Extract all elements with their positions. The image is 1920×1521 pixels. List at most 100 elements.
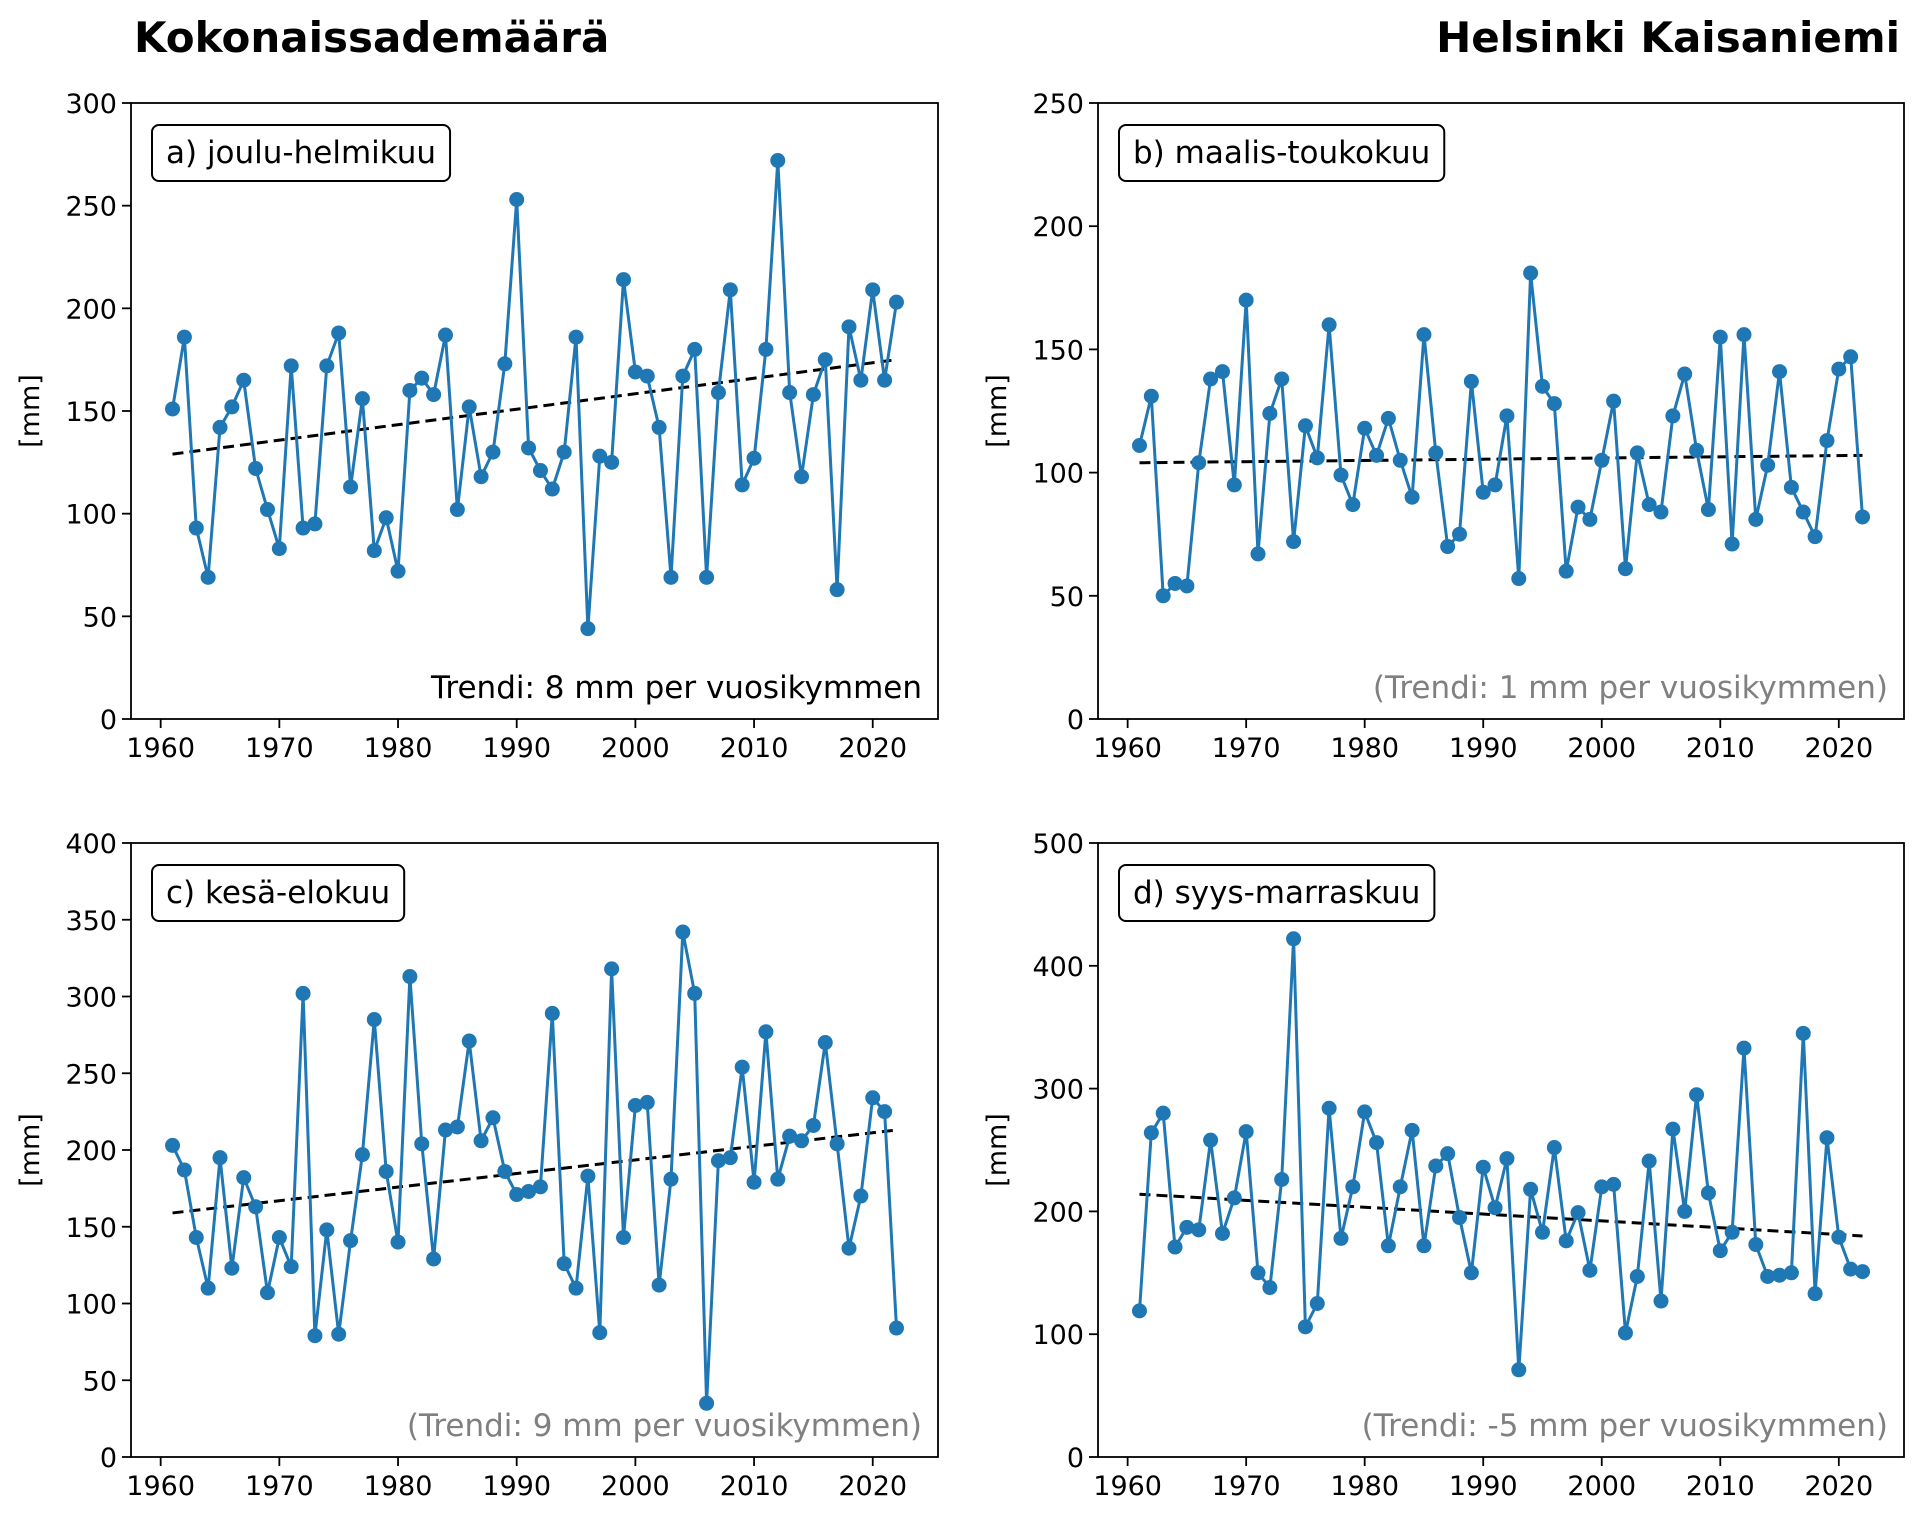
x-tick-label: 1960 xyxy=(1093,733,1162,764)
y-tick-label: 300 xyxy=(65,89,117,120)
panel-label-box xyxy=(151,124,452,182)
data-point-2018 xyxy=(1807,1286,1823,1302)
data-point-2022 xyxy=(1855,509,1871,525)
y-tick-label: 50 xyxy=(83,602,117,633)
data-point-2015 xyxy=(805,387,821,403)
data-point-1975 xyxy=(1297,418,1313,434)
data-point-2015 xyxy=(805,1117,821,1133)
data-point-2014 xyxy=(1760,457,1776,473)
data-point-1972 xyxy=(1262,405,1278,421)
data-point-1980 xyxy=(1357,1104,1373,1120)
data-point-1962 xyxy=(176,1162,192,1178)
data-point-1976 xyxy=(343,1233,359,1249)
data-point-1986 xyxy=(461,399,477,415)
x-tick-label: 2010 xyxy=(720,733,789,764)
data-point-2011 xyxy=(758,341,774,357)
data-point-1961 xyxy=(165,1137,181,1153)
data-point-2003 xyxy=(1629,445,1645,461)
axes-frame xyxy=(1097,102,1905,720)
data-point-2022 xyxy=(888,294,904,310)
data-point-1971 xyxy=(283,358,299,374)
data-point-1979 xyxy=(1345,497,1361,513)
y-tick-label: 100 xyxy=(1032,459,1084,490)
data-point-2013 xyxy=(782,385,798,401)
y-tick-label: 0 xyxy=(100,705,117,736)
data-point-1985 xyxy=(1416,1238,1432,1254)
data-point-2008 xyxy=(722,282,738,298)
x-tick-label: 2020 xyxy=(838,733,907,764)
data-point-1968 xyxy=(248,1199,264,1215)
data-point-2022 xyxy=(888,1320,904,1336)
data-point-2021 xyxy=(1843,1261,1859,1277)
data-point-1970 xyxy=(1238,1124,1254,1140)
data-point-2008 xyxy=(1689,442,1705,458)
data-point-1966 xyxy=(224,399,240,415)
data-point-1969 xyxy=(1226,1190,1242,1206)
data-point-2005 xyxy=(687,985,703,1001)
x-tick-label: 1960 xyxy=(1093,1471,1162,1502)
data-point-1982 xyxy=(1380,1238,1396,1254)
x-tick-label: 2020 xyxy=(1804,1471,1873,1502)
data-point-1978 xyxy=(1333,1230,1349,1246)
data-point-1965 xyxy=(212,1150,228,1166)
x-tick-label: 2010 xyxy=(1686,733,1755,764)
data-point-1967 xyxy=(1203,371,1219,387)
data-point-2002 xyxy=(1617,561,1633,577)
data-point-2007 xyxy=(1677,1203,1693,1219)
data-point-1988 xyxy=(485,1110,501,1126)
data-point-2017 xyxy=(1795,504,1811,520)
series-line xyxy=(171,160,898,629)
y-tick-label: 50 xyxy=(83,1366,117,1397)
data-point-1999 xyxy=(1582,1262,1598,1278)
data-point-1961 xyxy=(1131,1303,1147,1319)
x-tick-label: 1990 xyxy=(1449,733,1518,764)
data-point-1995 xyxy=(568,1280,584,1296)
data-point-2007 xyxy=(710,1153,726,1169)
axes-frame xyxy=(1097,842,1905,1458)
data-point-1985 xyxy=(1416,327,1432,343)
data-point-1984 xyxy=(437,327,453,343)
data-point-1994 xyxy=(556,444,572,460)
data-point-1979 xyxy=(1345,1179,1361,1195)
data-point-1987 xyxy=(473,1133,489,1149)
y-axis-label: [mm] xyxy=(15,1113,46,1187)
y-tick-label: 100 xyxy=(1032,1320,1084,1351)
data-point-1996 xyxy=(1546,396,1562,412)
data-point-1994 xyxy=(556,1256,572,1272)
data-point-1982 xyxy=(1380,410,1396,426)
data-point-1980 xyxy=(1357,420,1373,436)
trend-annotation: (Trendi: 9 mm per vuosikymmen) xyxy=(407,1408,922,1444)
data-point-1974 xyxy=(1286,534,1302,550)
data-point-1970 xyxy=(271,541,287,557)
data-point-1996 xyxy=(580,1168,596,1184)
data-point-1992 xyxy=(532,1179,548,1195)
data-point-2003 xyxy=(663,569,679,585)
data-point-1970 xyxy=(1238,292,1254,308)
data-point-1971 xyxy=(283,1259,299,1275)
y-axis-label: [mm] xyxy=(15,374,46,448)
y-tick-label: 200 xyxy=(65,294,117,325)
data-point-2000 xyxy=(1594,452,1610,468)
data-point-1983 xyxy=(1392,452,1408,468)
data-point-2013 xyxy=(1748,1237,1764,1253)
trend-line xyxy=(1139,1192,1863,1238)
data-point-1987 xyxy=(1440,539,1456,555)
data-point-2006 xyxy=(699,569,715,585)
data-point-1997 xyxy=(592,1325,608,1341)
data-point-1982 xyxy=(414,1136,430,1152)
data-point-1977 xyxy=(1321,1100,1337,1116)
data-point-1995 xyxy=(568,329,584,345)
data-point-2008 xyxy=(722,1150,738,1166)
data-point-2014 xyxy=(794,469,810,485)
data-point-1970 xyxy=(271,1229,287,1245)
data-point-2021 xyxy=(877,372,893,388)
x-tick-label: 2020 xyxy=(1804,733,1873,764)
data-point-1972 xyxy=(1262,1280,1278,1296)
data-point-1975 xyxy=(331,1326,347,1342)
data-point-1978 xyxy=(366,1012,382,1028)
data-point-1979 xyxy=(378,1163,394,1179)
data-point-2015 xyxy=(1772,1267,1788,1283)
data-point-2002 xyxy=(651,419,667,435)
data-point-1965 xyxy=(1179,578,1195,594)
data-point-1989 xyxy=(497,1163,513,1179)
